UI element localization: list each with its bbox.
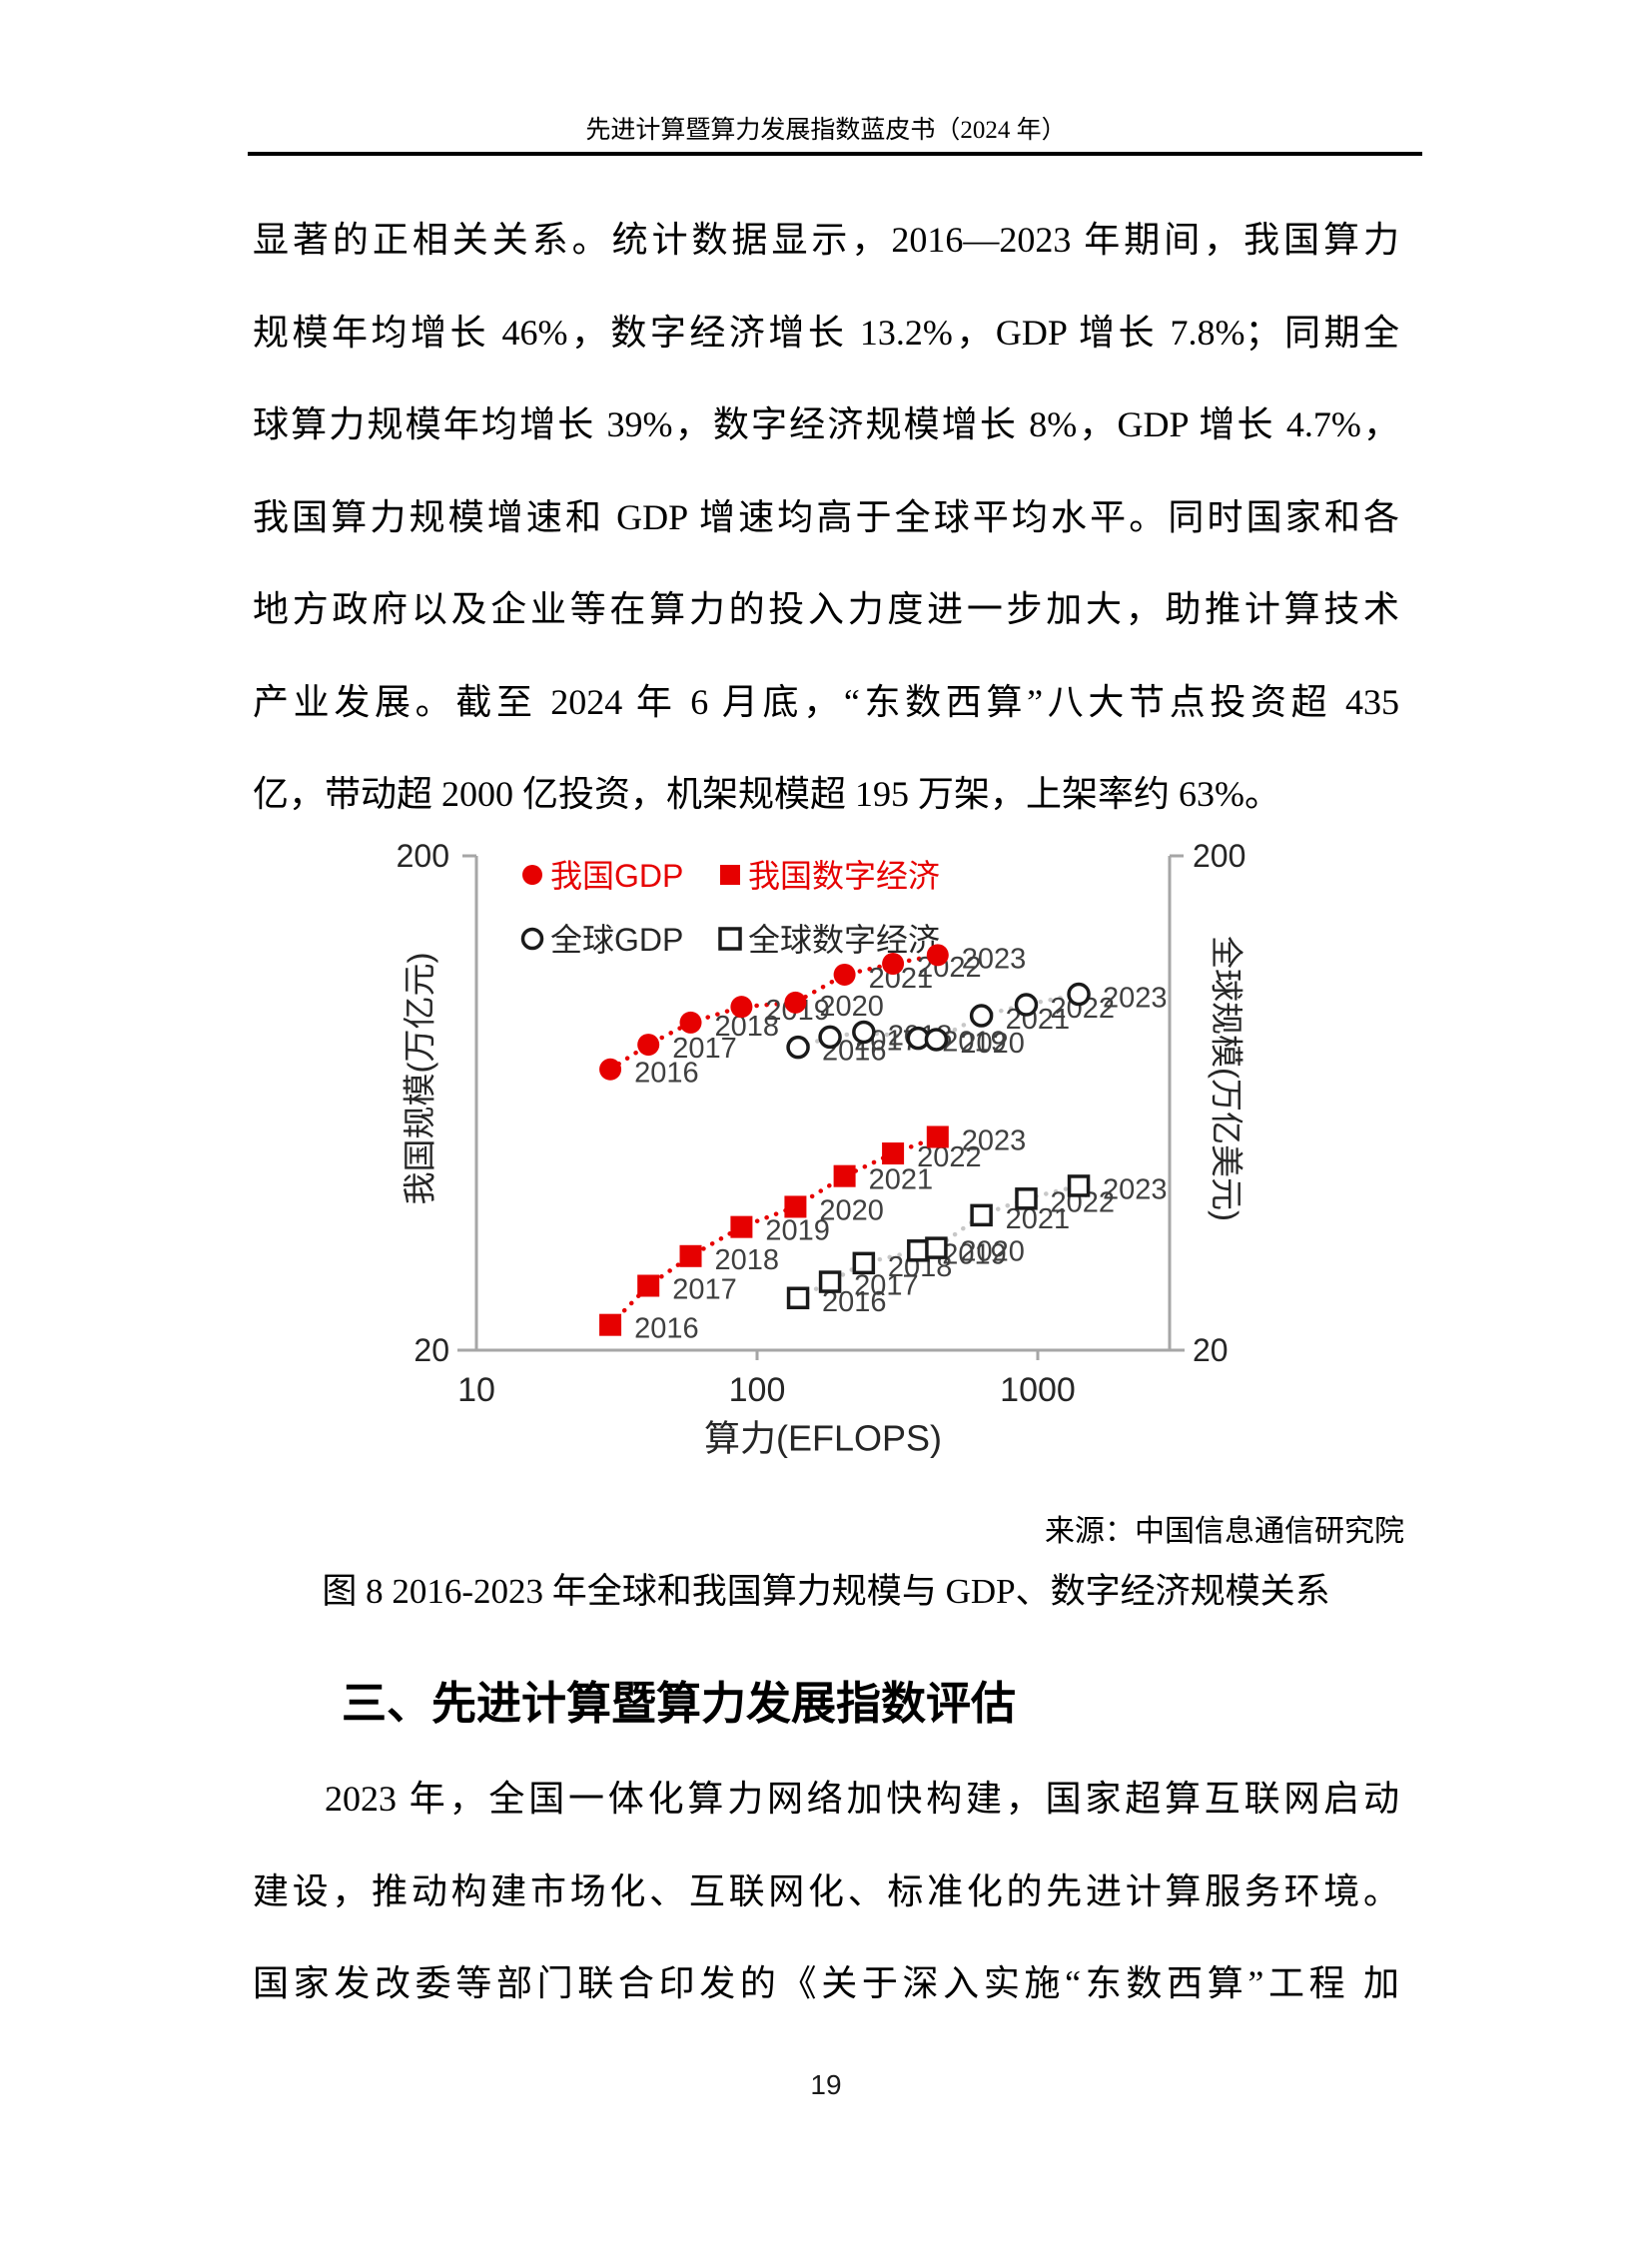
data-point	[882, 1142, 905, 1165]
data-point	[852, 1251, 876, 1275]
source-note: 来源：中国信息通信研究院	[1045, 1515, 1404, 1548]
x-axis-title: 算力(EFLOPS)	[704, 1418, 942, 1459]
data-point	[882, 953, 905, 976]
data-point	[599, 1313, 622, 1336]
data-point	[784, 1195, 807, 1218]
paragraph-line: 显著的正相关关系。统计数据显示，2016—2023 年期间，我国算力	[253, 220, 1399, 260]
x-tick-label: 10	[457, 1371, 495, 1409]
data-point	[926, 1125, 949, 1148]
data-point	[637, 1034, 660, 1057]
paragraph-line: 亿，带动超 2000 亿投资，机架规模超 195 万架，上架率约 63%。	[253, 774, 1280, 814]
data-point	[599, 1058, 622, 1081]
paragraph-line: 国家发改委等部门联合印发的《关于深入实施“东数西算”工程 加	[253, 1963, 1399, 2003]
data-point	[730, 1215, 753, 1238]
year-label: 2020	[819, 1194, 884, 1226]
page-number: 19	[810, 2069, 842, 2100]
data-point	[833, 1164, 856, 1187]
data-point	[907, 1239, 930, 1262]
data-point	[637, 1274, 660, 1297]
data-point	[818, 1025, 842, 1050]
data-point	[1067, 1174, 1091, 1197]
left-axis-title: 我国规模(万亿元)	[402, 953, 438, 1205]
legend-marker-open-circle	[520, 927, 544, 951]
data-point	[784, 991, 807, 1014]
year-label: 2020	[960, 1236, 1025, 1268]
year-label: 2023	[962, 943, 1027, 975]
y-left-tick-label: 200	[397, 838, 449, 874]
scatter-chart: 10 100 1000 20 200 20 200 我国规模(万亿元) 全球规模(万亿美元) 算力…	[397, 838, 1246, 1459]
year-label: 2019	[942, 1238, 1007, 1270]
data-point	[786, 1286, 810, 1310]
year-label: 2016	[634, 1313, 699, 1345]
legend-marker-open-square	[718, 927, 742, 951]
paragraph-line: 建设，推动构建市场化、互联网化、标准化的先进计算服务环境。	[253, 1870, 1399, 1911]
paragraph-line: 2023 年，全国一体化算力网络加快构建，国家超算互联网启动	[325, 1779, 1399, 1819]
right-axis-title: 全球规模(万亿美元)	[1209, 936, 1245, 1221]
figure-caption: 图 8 2016-2023 年全球和我国算力规模与 GDP、数字经济规模关系	[322, 1572, 1330, 1611]
year-label: 2023	[1103, 1173, 1168, 1205]
y-right-tick-label: 200	[1193, 838, 1245, 874]
year-label: 2016	[634, 1058, 699, 1090]
year-label: 2017	[672, 1033, 737, 1065]
chart-area: 10 100 1000 20 200 20 200 我国规模(万亿元) 全球规模(万亿美元) 算力…	[280, 819, 1438, 1478]
year-label: 2019	[765, 1215, 830, 1247]
trend-line-0	[607, 953, 941, 1072]
year-label: 2019	[942, 1027, 1007, 1059]
x-tick-label: 1000	[1000, 1371, 1076, 1409]
legend-label: 我国数字经济	[748, 858, 940, 894]
data-point	[1015, 1187, 1038, 1210]
paragraph-line: 产业发展。截至 2024 年 6 月底，“东数西算”八大节点投资超 435	[253, 681, 1399, 722]
y-right-tick-label: 20	[1193, 1332, 1229, 1368]
data-point	[1067, 982, 1091, 1007]
legend-marker-filled-circle	[522, 865, 542, 885]
body-paragraph-2: 2023 年，全国一体化算力网络加快构建，国家超算互联网启动 建设，推动构建市场…	[253, 1753, 1399, 2030]
year-label: 2017	[854, 1270, 919, 1302]
data-point	[730, 996, 753, 1019]
data-point	[924, 1028, 949, 1052]
legend-label: 全球GDP	[550, 922, 683, 958]
data-point	[969, 1004, 994, 1028]
paragraph-line: 我国算力规模增速和 GDP 增速均高于全球平均水平。同时国家和各	[253, 496, 1399, 537]
header-rule	[248, 152, 1422, 156]
year-label: 2021	[869, 1164, 934, 1196]
data-point	[970, 1203, 993, 1227]
year-label: 2018	[715, 1244, 780, 1276]
data-point	[852, 1020, 876, 1045]
data-point	[926, 944, 949, 967]
year-label: 2023	[1103, 983, 1168, 1015]
paragraph-line: 地方政府以及企业等在算力的投入力度进一步加大，助推计算技术	[253, 589, 1399, 629]
data-point	[679, 1244, 702, 1267]
data-point	[679, 1011, 702, 1034]
legend-marker-filled-square	[720, 865, 740, 885]
section-heading: 三、先进计算暨算力发展指数评估	[342, 1678, 1017, 1729]
y-left-tick-label: 20	[413, 1332, 449, 1368]
data-point	[1014, 993, 1039, 1017]
header-title: 先进计算暨算力发展指数蓝皮书（2024 年）	[585, 117, 1067, 144]
paragraph-line: 规模年均增长 46%，数字经济增长 13.2%，GDP 增长 7.8%；同期全	[253, 312, 1399, 353]
year-label: 2020	[960, 1028, 1025, 1060]
paragraph-line: 球算力规模年均增长 39%，数字经济规模增长 8%，GDP 增长 4.7%，	[253, 404, 1399, 444]
year-label: 2020	[819, 991, 884, 1023]
data-point	[786, 1035, 810, 1060]
data-point	[818, 1270, 842, 1293]
data-point	[925, 1236, 948, 1259]
year-label: 2017	[672, 1273, 737, 1305]
legend-label: 全球数字经济	[748, 922, 940, 958]
x-tick-label: 100	[729, 1371, 786, 1409]
data-point	[833, 963, 856, 986]
year-label: 2023	[962, 1124, 1027, 1156]
legend-label: 我国GDP	[550, 858, 683, 894]
body-paragraph-1: 显著的正相关关系。统计数据显示，2016—2023 年期间，我国算力 规模年均增…	[253, 194, 1399, 841]
